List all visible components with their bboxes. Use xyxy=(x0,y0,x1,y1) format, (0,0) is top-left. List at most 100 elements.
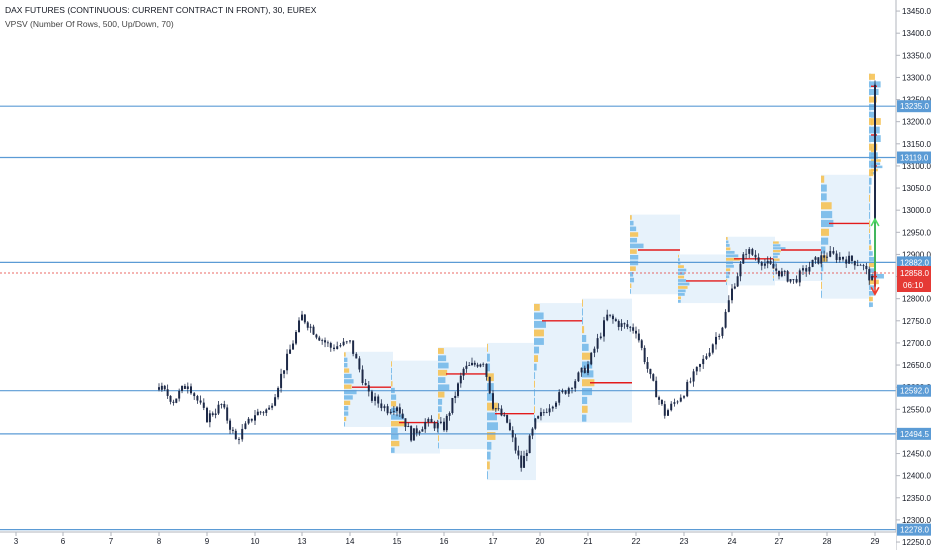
profile-bar xyxy=(678,261,681,265)
profile-bar xyxy=(869,177,872,185)
profile-bar xyxy=(869,256,876,262)
y-tick-label: 12900.0 xyxy=(902,250,931,259)
candle-body xyxy=(424,421,427,430)
x-tick-label: 14 xyxy=(346,537,355,546)
x-tick-label: 21 xyxy=(584,537,593,546)
profile-bar xyxy=(630,272,634,277)
candle-body xyxy=(190,386,192,394)
candle-body xyxy=(262,412,265,414)
profile-bar xyxy=(678,282,690,286)
candle-body xyxy=(256,411,259,416)
x-tick-label: 17 xyxy=(489,537,498,546)
profile-bar xyxy=(630,266,636,271)
current-price-label: 12858.0 xyxy=(900,269,929,278)
candle-body xyxy=(760,262,763,266)
candle-body xyxy=(845,259,848,264)
level-tag-2[interactable] xyxy=(897,256,931,269)
candle-body xyxy=(798,270,801,283)
candle-body xyxy=(745,253,748,255)
candle-body xyxy=(539,412,542,417)
candle-body xyxy=(445,415,448,431)
profile-bar xyxy=(869,251,873,256)
profile-bar xyxy=(630,289,631,294)
candle-body xyxy=(531,428,534,436)
candle-body xyxy=(520,455,523,468)
profile-box-10 xyxy=(821,174,871,299)
profile-bar xyxy=(630,220,634,226)
profile-bar xyxy=(582,405,588,413)
arrow-up-head[interactable] xyxy=(870,217,880,227)
candle-body xyxy=(401,413,404,419)
candle-body xyxy=(364,383,367,386)
profile-bar xyxy=(438,355,447,362)
candle-body xyxy=(874,170,876,184)
candle-body xyxy=(231,429,234,431)
candle-body xyxy=(217,404,220,414)
candle-body xyxy=(673,402,676,404)
level-tag-label: 12278.0 xyxy=(900,526,929,535)
horizontal-levels[interactable] xyxy=(0,105,896,531)
candle-body xyxy=(462,368,465,376)
candle-body xyxy=(663,404,666,416)
y-tick-label: 13400.0 xyxy=(902,29,931,38)
candle-body xyxy=(617,321,620,327)
candle-body xyxy=(160,385,163,390)
candle-body xyxy=(186,386,189,389)
candle-body xyxy=(492,393,494,409)
profile-bar xyxy=(438,369,448,376)
profile-box-13 xyxy=(869,117,871,237)
profile-bar xyxy=(821,273,823,281)
candle-body xyxy=(396,407,398,412)
profile-bar xyxy=(869,291,876,296)
profile-bar xyxy=(821,246,826,254)
level-tag-0[interactable] xyxy=(897,100,931,113)
candle-body xyxy=(808,266,811,272)
candle-body xyxy=(853,260,856,266)
candle-body xyxy=(670,403,673,411)
candle-body xyxy=(626,324,629,327)
candle-body xyxy=(542,412,545,413)
profile-bar xyxy=(487,343,488,352)
candle-body xyxy=(643,347,646,363)
candle-body xyxy=(558,392,561,403)
profile-bar xyxy=(869,228,870,233)
level-tag-1[interactable] xyxy=(897,151,931,164)
y-tick-label: 13150.0 xyxy=(902,140,931,149)
projection-arrows[interactable] xyxy=(870,217,880,296)
profile-bar xyxy=(487,432,496,440)
candle-body xyxy=(721,327,724,336)
candle-body xyxy=(871,276,874,281)
candle-body xyxy=(718,335,721,337)
candle-body xyxy=(500,408,503,416)
candle-body xyxy=(577,372,580,382)
candle-body xyxy=(679,397,682,402)
candle-body xyxy=(545,412,548,414)
volume-profiles xyxy=(344,73,884,481)
profile-bar xyxy=(869,296,873,302)
candle-body xyxy=(517,450,520,456)
candle-body xyxy=(181,385,184,392)
candle-body xyxy=(874,142,876,161)
candle-body xyxy=(271,405,274,408)
y-tick-label: 13200.0 xyxy=(902,118,931,127)
profile-bar xyxy=(344,416,347,422)
profile-bar xyxy=(391,447,395,453)
arrow-down-head[interactable] xyxy=(870,286,880,296)
level-tag-label: 13235.0 xyxy=(900,102,929,111)
profile-bar xyxy=(487,451,491,460)
candle-body xyxy=(528,435,531,454)
profile-bar xyxy=(438,406,442,413)
level-tag-3[interactable] xyxy=(897,384,931,397)
profile-bar xyxy=(344,357,348,362)
y-tick-label: 12250.0 xyxy=(902,538,931,547)
level-tag-4[interactable] xyxy=(897,427,931,440)
candle-body xyxy=(874,183,876,191)
level-tag-5[interactable] xyxy=(897,523,931,536)
current-price-tag[interactable] xyxy=(897,266,931,293)
profile-box-1 xyxy=(391,360,440,454)
profile-bar xyxy=(869,186,871,194)
candle-body xyxy=(410,426,413,441)
candle-body xyxy=(214,413,217,416)
candle-body xyxy=(244,423,247,429)
